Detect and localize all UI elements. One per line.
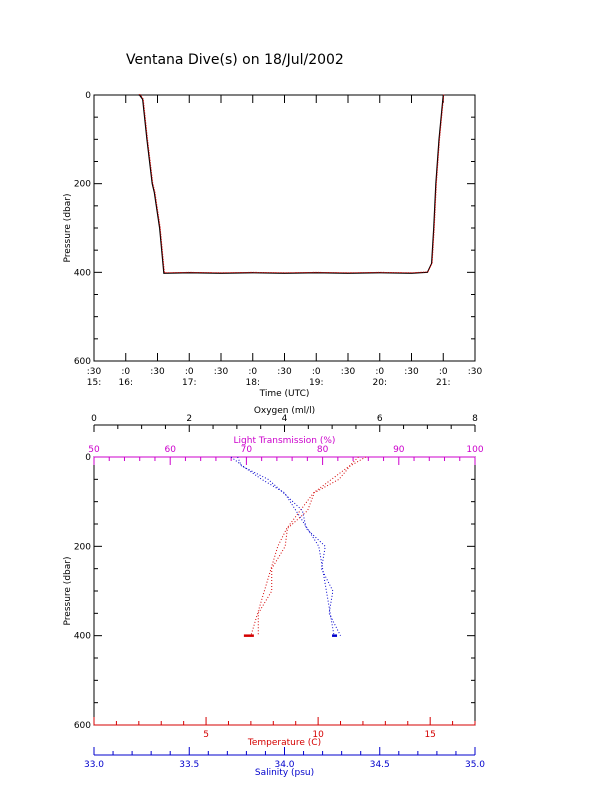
light-axis-label: Light Transmission (%) [234,436,336,446]
plot1-y-tick-label: 400 [74,268,91,278]
temperature-tick-label: 15 [424,730,435,740]
plot1-x-tick-hour: 20: [373,378,387,388]
temperature-tick-label: 10 [312,730,324,740]
plot1-x-tick-label: :0 [375,367,384,377]
salinity-profile-down [230,456,335,636]
oxygen-tick-label: 0 [91,414,97,424]
plot1-y-tick-label: 600 [74,357,91,367]
plot1-y-tick-label: 0 [85,91,91,101]
plot1-x-tick-label: :0 [121,367,130,377]
light-tick-label: 90 [393,445,405,455]
plot1-x-tick-label: :30 [404,367,419,377]
plot1-x-tick-hour: 16: [119,378,133,388]
plot1-x-tick-label: :0 [185,367,194,377]
plot1-x-tick-label: :0 [312,367,321,377]
light-tick-label: 70 [241,445,253,455]
plot2-y-tick-label: 400 [74,632,91,642]
plot1-x-tick-label: :0 [248,367,257,377]
plot1-x-tick-label: :30 [341,367,356,377]
plot2-y-axis-label: Pressure (dbar) [63,557,73,626]
plot1-x-tick-hour: 19: [309,378,323,388]
plot1-x-tick-hour: 17: [182,378,196,388]
light-tick-label: 60 [164,445,176,455]
salinity-tick-label: 35.0 [465,760,485,770]
plot1-x-tick-label: :30 [214,367,229,377]
temperature-axis-label: Temperature (C) [247,738,321,748]
oxygen-tick-label: 6 [377,414,383,424]
plot2-y-tick-label: 0 [85,453,91,463]
temperature-profile-down [250,456,359,636]
light-tick-label: 80 [317,445,329,455]
salinity-tick-label: 33.5 [179,760,199,770]
plot1-x-tick-label: :30 [468,367,483,377]
plot1-x-tick-label: :30 [277,367,292,377]
plot1-x-tick-label: :0 [439,367,448,377]
salinity-tick-label: 34.5 [370,760,390,770]
salinity-tick-label: 34.0 [274,760,294,770]
profile-plot: Pressure (dbar) 0 200 400 600 0 2 4 6 8 50 60 70 8… [63,406,485,778]
dive-trace-line [138,94,444,274]
salinity-axis-label: Salinity (psu) [255,768,314,778]
plot2-y-tick-label: 200 [74,542,91,552]
plot1-y-tick-label: 200 [74,180,91,190]
plot1-x-tick-label: :30 [87,367,102,377]
dive-trace-overlay [139,94,445,274]
plot2-frame [93,456,476,726]
temperature-profile-up [257,456,367,636]
oxygen-tick-label: 2 [186,414,192,424]
light-tick-label: 100 [466,445,483,455]
plot2-y-tick-label: 600 [74,721,91,731]
oxygen-axis-label: Oxygen (ml/l) [254,406,315,416]
plot1-x-axis-label: Time (UTC) [259,389,310,399]
plot1-frame [93,94,476,362]
plot1-x-tick-hour: 15: [87,378,101,388]
light-tick-label: 50 [88,445,100,455]
oxygen-tick-label: 8 [472,414,478,424]
plot1-x-tick-hour: 21: [436,378,450,388]
salinity-tick-label: 33.0 [84,760,104,770]
time-pressure-plot: Pressure (dbar) Time (UTC) 0 200 400 600 :3… [63,91,483,399]
plot1-y-axis-label: Pressure (dbar) [63,194,73,263]
temperature-tick-label: 5 [203,730,209,740]
plot1-x-tick-label: :30 [150,367,165,377]
oxygen-tick-label: 4 [282,414,288,424]
plot1-x-tick-hour: 18: [246,378,260,388]
chart-title: Ventana Dive(s) on 18/Jul/2002 [126,52,344,68]
